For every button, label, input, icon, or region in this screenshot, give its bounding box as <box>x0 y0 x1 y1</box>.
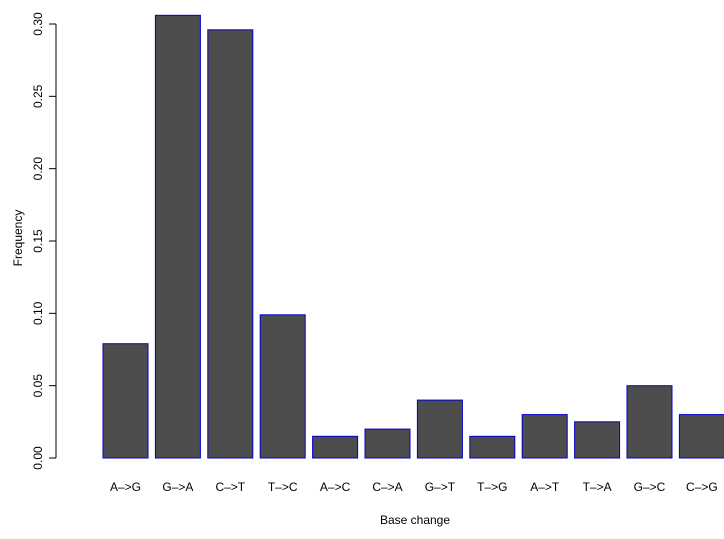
y-axis-title: Frequency <box>11 210 25 267</box>
x-tick-labels: A–>G G–>A C–>T T–>C A–>C C–>A G–>T T–>G A–>T T–>A… <box>110 480 718 494</box>
bar-8 <box>521 414 568 459</box>
bar-0 <box>102 343 149 459</box>
x-tick-label-6: G–>T <box>425 480 456 494</box>
x-tick-label-4: A–>C <box>320 480 351 494</box>
x-tick-label-1: G–>A <box>162 480 193 494</box>
y-tick-label-2: 0.10 <box>31 301 45 325</box>
y-tick-label-6: 0.30 <box>31 12 45 36</box>
bar-10 <box>626 385 673 459</box>
bars-group <box>102 14 724 459</box>
y-tick-label-3: 0.15 <box>31 229 45 253</box>
x-tick-label-7: T–>G <box>477 480 507 494</box>
x-tick-label-8: A–>T <box>530 480 560 494</box>
bar-5 <box>364 428 411 459</box>
bar-1 <box>154 14 201 459</box>
bar-2 <box>207 29 254 459</box>
x-axis-title: Base change <box>380 513 450 527</box>
x-tick-label-11: C–>G <box>686 480 718 494</box>
y-axis: 0.00 0.05 0.10 0.15 0.20 0.25 0.30 <box>31 12 57 470</box>
y-tick-label-4: 0.20 <box>31 157 45 181</box>
bar-6 <box>416 399 463 459</box>
y-tick-label-0: 0.00 <box>31 446 45 470</box>
x-tick-label-9: T–>A <box>583 480 612 494</box>
y-tick-label-5: 0.25 <box>31 84 45 108</box>
x-tick-label-5: C–>A <box>372 480 402 494</box>
bar-11 <box>678 414 724 459</box>
x-tick-label-10: G–>C <box>634 480 666 494</box>
x-tick-label-2: C–>T <box>215 480 245 494</box>
x-tick-label-0: A–>G <box>110 480 141 494</box>
bar-4 <box>312 435 359 459</box>
bar-7 <box>469 435 516 459</box>
x-tick-label-3: T–>C <box>268 480 298 494</box>
y-tick-label-1: 0.05 <box>31 374 45 398</box>
bar-9 <box>574 421 621 459</box>
bar-3 <box>259 314 306 459</box>
